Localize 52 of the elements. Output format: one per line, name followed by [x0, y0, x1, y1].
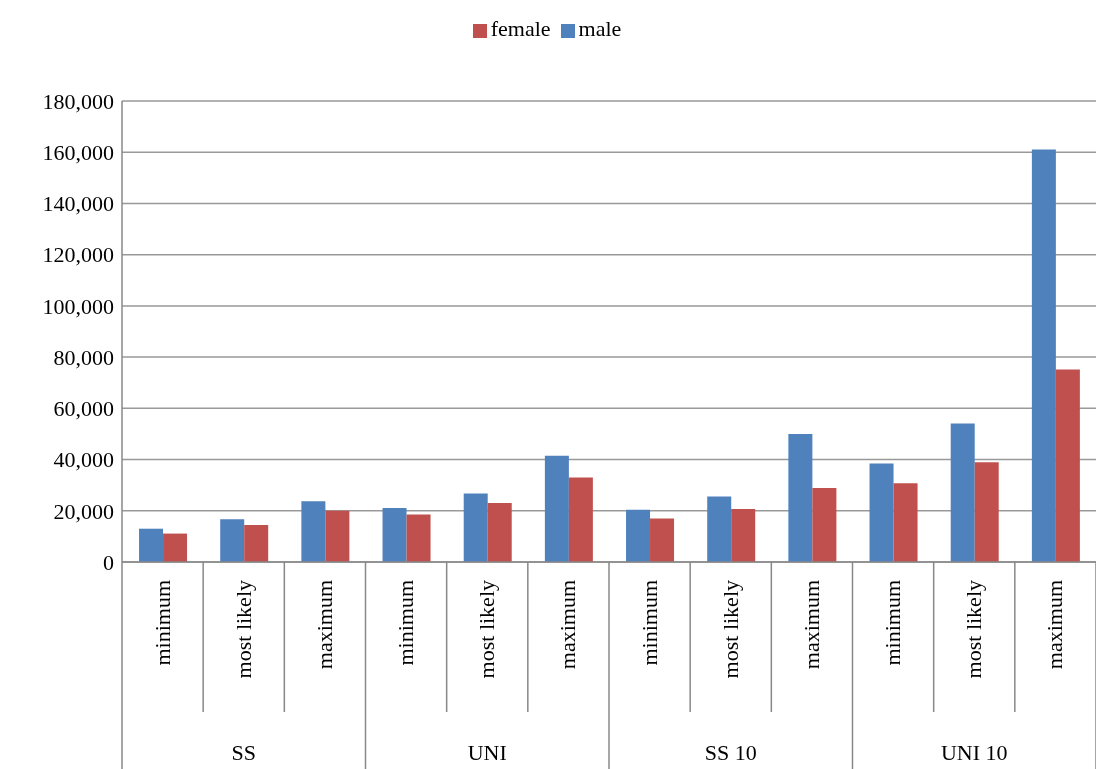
bar [974, 462, 999, 562]
x-tick-label: maximum [1042, 580, 1068, 670]
bar [163, 533, 188, 562]
bar [139, 528, 164, 562]
y-tick-label: 40,000 [53, 447, 114, 473]
x-tick-label: most likely [961, 580, 987, 679]
y-tick-label: 100,000 [42, 293, 114, 319]
y-tick-label: 0 [103, 549, 114, 575]
bar [1031, 149, 1056, 562]
x-tick-label: maximum [555, 580, 581, 670]
bar [325, 510, 350, 562]
bar [382, 507, 407, 562]
bar [406, 514, 431, 562]
text: SS [231, 740, 256, 765]
bar [487, 503, 512, 562]
x-tick-label: most likely [717, 580, 743, 679]
bar [244, 525, 269, 562]
x-tick-label: minimum [393, 580, 419, 666]
bar [788, 433, 813, 562]
bar [626, 509, 651, 562]
bar [1055, 369, 1080, 562]
x-tick-label: most likely [230, 580, 256, 679]
bar [301, 501, 326, 562]
y-tick-label: 160,000 [42, 140, 114, 166]
bar [812, 487, 837, 562]
y-tick-label: 80,000 [53, 344, 114, 370]
legend-label: male [578, 16, 622, 41]
y-tick-label: 60,000 [53, 396, 114, 422]
bar [463, 493, 488, 562]
text: SS 10 [704, 740, 757, 765]
x-tick-label: maximum [311, 580, 337, 670]
x-tick-label: minimum [149, 580, 175, 666]
text: UNI 10 [940, 740, 1008, 765]
bar [220, 519, 245, 562]
y-tick-label: 180,000 [42, 88, 114, 114]
x-tick-label: minimum [880, 580, 906, 666]
text: UNI [467, 740, 507, 765]
x-tick-label: maximum [798, 580, 824, 670]
y-tick-label: 20,000 [53, 498, 114, 524]
y-tick-label: 140,000 [42, 191, 114, 217]
bar [731, 508, 756, 562]
legend-label: female [490, 16, 551, 41]
bar [707, 496, 732, 562]
x-tick-label: most likely [474, 580, 500, 679]
bar [893, 483, 918, 562]
x-tick-label: minimum [636, 580, 662, 666]
y-tick-label: 120,000 [42, 242, 114, 268]
bar [950, 423, 975, 562]
bar [650, 518, 675, 562]
bar [869, 463, 894, 562]
bar [544, 455, 569, 562]
bar [568, 477, 593, 562]
